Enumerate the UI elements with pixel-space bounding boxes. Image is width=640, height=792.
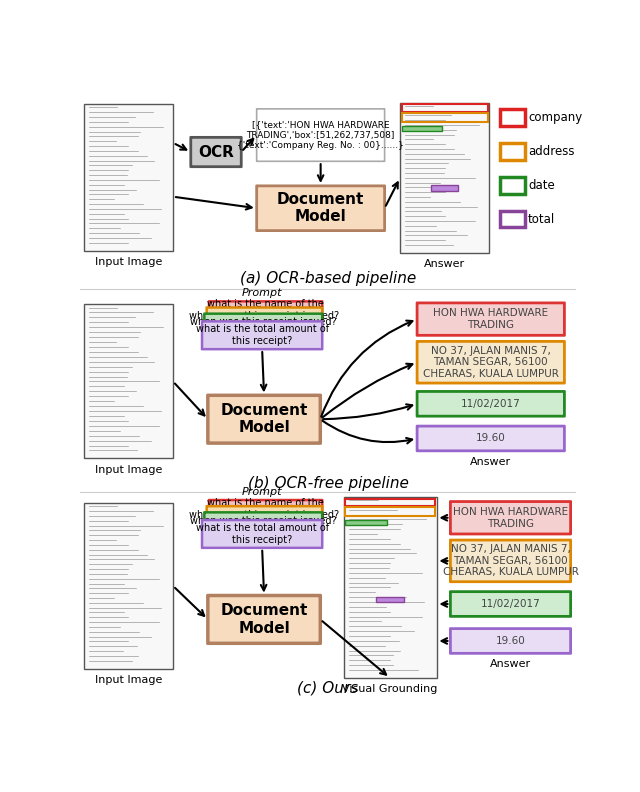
Text: what is the total amount of
this receipt?: what is the total amount of this receipt… <box>196 325 329 346</box>
FancyBboxPatch shape <box>451 540 571 581</box>
FancyBboxPatch shape <box>84 304 173 459</box>
FancyBboxPatch shape <box>202 520 322 548</box>
Text: Answer: Answer <box>490 660 531 669</box>
FancyBboxPatch shape <box>500 143 525 160</box>
FancyBboxPatch shape <box>209 500 322 517</box>
Text: total: total <box>528 212 556 226</box>
Text: 19.60: 19.60 <box>476 433 506 444</box>
Text: when was this receipt issued?: when was this receipt issued? <box>190 516 337 526</box>
Text: OCR: OCR <box>198 144 234 159</box>
Text: date: date <box>528 179 555 192</box>
FancyBboxPatch shape <box>417 341 564 383</box>
FancyBboxPatch shape <box>84 105 173 250</box>
FancyBboxPatch shape <box>84 503 173 668</box>
Text: Document
Model: Document Model <box>220 403 308 436</box>
Text: Input Image: Input Image <box>95 465 162 474</box>
FancyBboxPatch shape <box>202 322 322 349</box>
FancyBboxPatch shape <box>207 506 322 524</box>
FancyBboxPatch shape <box>345 520 387 525</box>
Text: Answer: Answer <box>424 259 465 269</box>
Text: Input Image: Input Image <box>95 257 162 267</box>
FancyBboxPatch shape <box>451 592 571 616</box>
FancyBboxPatch shape <box>209 302 322 318</box>
FancyBboxPatch shape <box>204 314 322 331</box>
Text: 11/02/2017: 11/02/2017 <box>461 399 520 409</box>
Text: Prompt: Prompt <box>242 287 282 298</box>
Text: [{'text':'HON HWA HARDWARE
TRADING','box':[51,262,737,508]
{'text':'Company Reg.: [{'text':'HON HWA HARDWARE TRADING','box… <box>237 120 404 150</box>
FancyBboxPatch shape <box>500 177 525 193</box>
FancyBboxPatch shape <box>204 512 322 529</box>
FancyBboxPatch shape <box>207 307 322 325</box>
Text: when was this receipt issued?: when was this receipt issued? <box>190 317 337 327</box>
FancyBboxPatch shape <box>257 186 385 230</box>
Text: (a) OCR-based pipeline: (a) OCR-based pipeline <box>240 271 416 286</box>
Text: 19.60: 19.60 <box>495 636 525 646</box>
FancyBboxPatch shape <box>451 501 571 534</box>
FancyBboxPatch shape <box>500 109 525 126</box>
Text: Answer: Answer <box>470 457 511 467</box>
FancyBboxPatch shape <box>417 303 564 335</box>
Text: Document
Model: Document Model <box>220 604 308 636</box>
FancyBboxPatch shape <box>191 137 241 166</box>
FancyBboxPatch shape <box>402 126 442 131</box>
Text: 11/02/2017: 11/02/2017 <box>481 599 540 609</box>
FancyBboxPatch shape <box>208 596 320 643</box>
Text: Visual Grounding: Visual Grounding <box>342 684 438 694</box>
Text: HON HWA HARDWARE
TRADING: HON HWA HARDWARE TRADING <box>453 507 568 528</box>
Text: (b) OCR-free pipeline: (b) OCR-free pipeline <box>248 477 408 491</box>
Text: Document
Model: Document Model <box>277 192 364 224</box>
Text: address: address <box>528 145 575 158</box>
FancyBboxPatch shape <box>257 109 385 162</box>
Text: where was this receipt issued?: where was this receipt issued? <box>189 510 339 520</box>
Text: what is the name of the
receipt?: what is the name of the receipt? <box>207 299 324 321</box>
Text: where was this receipt issued?: where was this receipt issued? <box>189 311 339 321</box>
FancyBboxPatch shape <box>451 629 571 653</box>
Text: HON HWA HARDWARE
TRADING: HON HWA HARDWARE TRADING <box>433 308 548 330</box>
FancyBboxPatch shape <box>400 103 489 253</box>
Text: company: company <box>528 111 582 124</box>
FancyBboxPatch shape <box>500 211 525 227</box>
FancyBboxPatch shape <box>417 391 564 416</box>
Text: what is the name of the
receipt?: what is the name of the receipt? <box>207 497 324 520</box>
Text: Prompt: Prompt <box>242 487 282 497</box>
Text: NO 37, JALAN MANIS 7,
TAMAN SEGAR, 56100
CHEARAS, KUALA LUMPUR: NO 37, JALAN MANIS 7, TAMAN SEGAR, 56100… <box>423 345 559 379</box>
Text: NO 37, JALAN MANIS 7,
TAMAN SEGAR, 56100
CHEARAS, KUALA LUMPUR: NO 37, JALAN MANIS 7, TAMAN SEGAR, 56100… <box>443 544 579 577</box>
FancyBboxPatch shape <box>376 596 404 602</box>
FancyBboxPatch shape <box>344 497 436 678</box>
FancyBboxPatch shape <box>431 185 458 191</box>
Text: what is the total amount of
this receipt?: what is the total amount of this receipt… <box>196 524 329 545</box>
Text: Input Image: Input Image <box>95 675 162 685</box>
FancyBboxPatch shape <box>208 395 320 443</box>
Text: (c) Ours: (c) Ours <box>298 680 358 695</box>
FancyBboxPatch shape <box>417 426 564 451</box>
